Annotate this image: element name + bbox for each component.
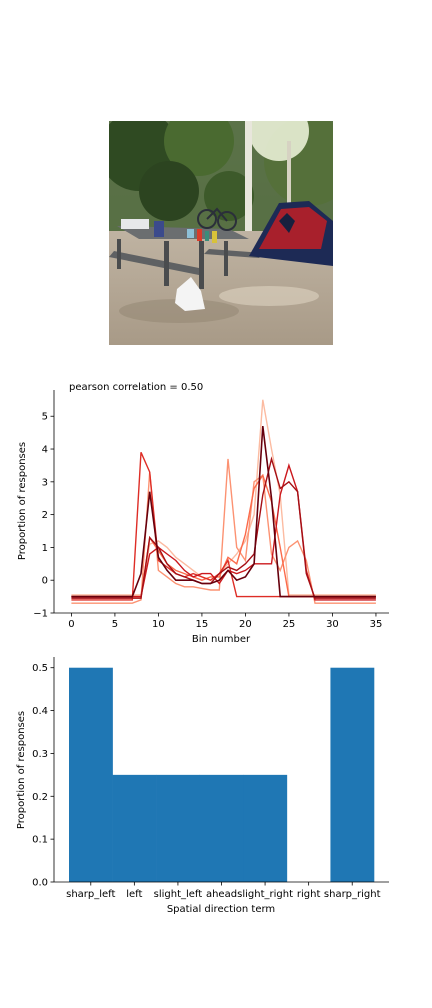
x-tick-label: 20	[239, 619, 252, 630]
y-tick-label: 0.0	[32, 878, 48, 889]
campsite-photo	[109, 121, 333, 345]
y-tick-label: 3	[42, 477, 48, 488]
y-tick-label: −1	[33, 609, 48, 620]
bar-chart-bars	[69, 667, 375, 882]
x-tick-label: right	[297, 889, 321, 900]
line-chart-x-ticks: 0 5 10 15 20 25 30 35	[68, 613, 382, 630]
y-tick-label: 4	[42, 445, 48, 456]
x-tick-label: sharp_left	[66, 889, 115, 900]
line-series-2	[71, 458, 376, 604]
x-tick-label: 30	[326, 619, 339, 630]
x-tick-label: sharp_right	[324, 889, 381, 900]
y-tick-label: 0.5	[32, 663, 48, 674]
bar-slight_right	[243, 774, 288, 882]
line-chart: pearson correlation = 0.50 0 5 10 15 20 25 30 3…	[17, 382, 389, 645]
y-tick-label: 0.3	[32, 749, 48, 760]
y-tick-label: 0	[42, 576, 48, 587]
bar-ahead	[199, 774, 244, 882]
bar-chart-y-label: Proportion of responses	[16, 711, 27, 829]
bar-left	[112, 774, 157, 882]
x-tick-label: 25	[283, 619, 296, 630]
line-series-3	[71, 473, 376, 598]
y-tick-label: 5	[42, 412, 48, 423]
bar-chart-y-ticks: 0.0 0.1 0.2 0.3 0.4 0.5	[32, 663, 54, 889]
bar-slight_left	[156, 774, 201, 882]
y-tick-label: 2	[42, 510, 48, 521]
x-tick-label: 15	[196, 619, 209, 630]
y-tick-label: 0.1	[32, 835, 48, 846]
x-tick-label: 0	[68, 619, 74, 630]
line-chart-x-label: Bin number	[192, 634, 251, 645]
y-tick-label: 0.4	[32, 706, 48, 717]
y-tick-label: 1	[42, 543, 48, 554]
x-tick-label: 35	[370, 619, 383, 630]
x-tick-label: ahead	[206, 889, 237, 900]
line-chart-y-ticks: −1 0 1 2 3 4 5	[33, 412, 54, 620]
bar-chart-x-label: Spatial direction term	[167, 904, 275, 915]
line-series-6	[71, 456, 376, 599]
x-tick-label: 5	[112, 619, 118, 630]
line-chart-title: pearson correlation = 0.50	[69, 382, 203, 393]
y-tick-label: 0.2	[32, 792, 48, 803]
line-series-7	[71, 426, 376, 598]
x-tick-label: slight_right	[237, 889, 293, 900]
bar-sharp_left	[69, 667, 113, 882]
bar-chart-x-ticks: sharp_left left slight_left ahead slight_rig…	[66, 882, 381, 900]
bar-chart: sharp_left left slight_left ahead slight_rig…	[16, 657, 389, 915]
x-tick-label: left	[126, 889, 142, 900]
x-tick-label: slight_left	[154, 889, 203, 900]
x-tick-label: 10	[152, 619, 165, 630]
bar-sharp_right	[330, 667, 375, 882]
line-chart-series-group	[71, 399, 376, 604]
line-chart-y-label: Proportion of responses	[17, 442, 28, 560]
